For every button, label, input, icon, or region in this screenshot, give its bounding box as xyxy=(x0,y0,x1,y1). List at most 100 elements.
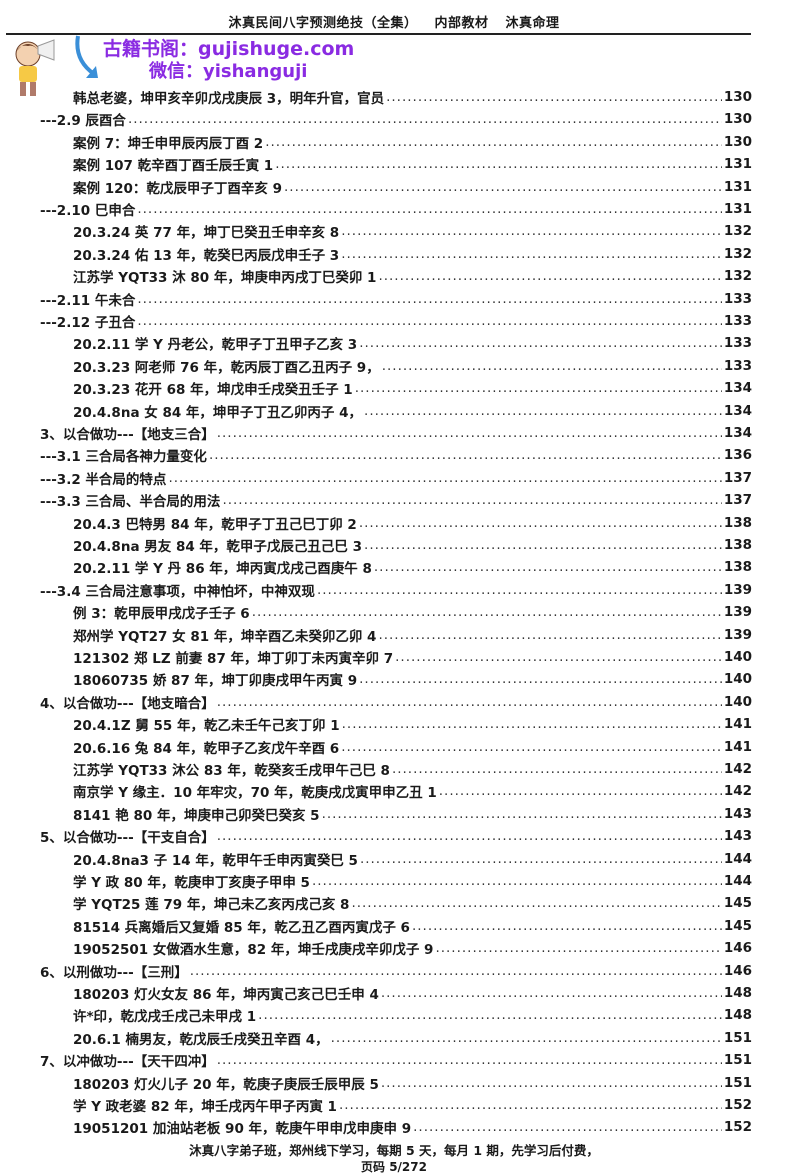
leader-dots xyxy=(312,873,722,889)
leader-dots xyxy=(322,806,722,822)
toc-entry[interactable]: 郑州学 YQT27 女 81 年，坤辛酉乙未癸卯乙卯 4 139 xyxy=(73,624,752,646)
leader-dots xyxy=(209,447,722,463)
toc-entry[interactable]: 20.3.24 英 77 年，坤丁巳癸丑壬申辛亥 8 132 xyxy=(73,220,752,242)
leader-dots xyxy=(341,246,722,262)
toc-entry[interactable]: 20.2.11 学 Y 丹 86 年，坤丙寅戊戌己酉庚午 8 138 xyxy=(73,556,752,578)
leader-dots xyxy=(190,963,722,979)
toc-entry[interactable]: 江苏学 YQT33 沐 80 年，坤庚申丙戌丁巳癸卯 1 132 xyxy=(73,265,752,287)
leader-dots xyxy=(284,179,722,195)
toc-entry[interactable]: 20.3.23 花开 68 年，坤戊申壬戌癸丑壬子 1 134 xyxy=(73,377,752,399)
toc-section-entry[interactable]: 3、以合做功---【地支三合】 134 xyxy=(40,422,752,444)
toc-entry-title: 20.4.1Z 舅 55 年，乾乙未壬午己亥丁卯 1 xyxy=(73,718,340,735)
toc-entry[interactable]: 20.2.11 学 Y 丹老公，乾甲子丁丑甲子乙亥 3 133 xyxy=(73,332,752,354)
toc-entry-title: 20.2.11 学 Y 丹老公，乾甲子丁丑甲子乙亥 3 xyxy=(73,337,358,354)
toc-section-entry[interactable]: ---3.2 半合局的特点 137 xyxy=(40,467,752,489)
toc-entry[interactable]: 81514 兵离婚后又复婚 85 年，乾乙丑乙酉丙寅戊子 6 145 xyxy=(73,915,752,937)
toc-section-entry[interactable]: ---3.4 三合局注意事项，中神怕坏，中神双现 139 xyxy=(40,579,752,601)
toc-entry[interactable]: 案例 120：乾戊辰甲子丁酉辛亥 9 131 xyxy=(73,176,752,198)
toc-entry[interactable]: 许*印，乾戊戌壬戌己未甲戌 1 148 xyxy=(73,1004,752,1026)
toc-entry-title: 案例 7：坤壬申甲辰丙辰丁酉 2 xyxy=(73,135,264,152)
leader-dots xyxy=(217,425,722,441)
toc-entry[interactable]: 20.4.3 巴特男 84 年，乾甲子丁丑己巳丁卯 2 138 xyxy=(73,512,752,534)
toc-entry-title: ---2.11 午未合 xyxy=(40,292,136,309)
toc-entry[interactable]: 案例 107 乾辛酉丁酉壬辰壬寅 1 131 xyxy=(73,153,752,175)
toc-entry[interactable]: 例 3：乾甲辰甲戌戊子壬子 6 139 xyxy=(73,601,752,623)
toc-entry-page: 131 xyxy=(723,178,752,195)
toc-entry[interactable]: 20.3.23 阿老师 76 年，乾丙辰丁酉乙丑丙子 9， 133 xyxy=(73,355,752,377)
toc-entry[interactable]: 20.4.1Z 舅 55 年，乾乙未壬午己亥丁卯 1 141 xyxy=(73,713,752,735)
toc-entry-title: 案例 107 乾辛酉丁酉壬辰壬寅 1 xyxy=(73,158,274,175)
toc-entry-title: 121302 郑 LZ 前妻 87 年，坤丁卯丁未丙寅辛卯 7 xyxy=(73,651,394,667)
toc-entry[interactable]: 18060735 娇 87 年，坤丁卯庚戌甲午丙寅 9 140 xyxy=(73,668,752,690)
toc-entry-title: 3、以合做功---【地支三合】 xyxy=(40,427,215,443)
toc-entry-page: 142 xyxy=(723,783,752,800)
toc-entry-title: 郑州学 YQT27 女 81 年，坤辛酉乙未癸卯乙卯 4 xyxy=(73,628,377,645)
toc-entry-page: 144 xyxy=(723,850,752,867)
leader-dots xyxy=(222,492,721,508)
toc-section-entry[interactable]: ---3.3 三合局、半合局的用法 137 xyxy=(40,489,752,511)
toc-section-entry[interactable]: 5、以合做功---【干支自合】 143 xyxy=(40,825,752,847)
leader-dots xyxy=(275,156,722,172)
toc-section-entry[interactable]: 7、以冲做功---【天干四冲】 151 xyxy=(40,1049,752,1071)
toc-entry-page: 152 xyxy=(723,1097,752,1113)
arrow-icon xyxy=(75,35,98,78)
toc-section-entry[interactable]: ---2.12 子丑合 133 xyxy=(40,310,752,332)
leader-dots xyxy=(395,649,722,665)
toc-entry[interactable]: 20.6.16 兔 84 年，乾甲子乙亥戊午辛酉 6 141 xyxy=(73,736,752,758)
toc-entry-page: 138 xyxy=(723,514,752,531)
toc-section-entry[interactable]: 4、以合做功---【地支暗合】 140 xyxy=(40,691,752,713)
toc-entry-title: 20.4.3 巴特男 84 年，乾甲子丁丑己巳丁卯 2 xyxy=(73,516,357,533)
toc-entry[interactable]: 20.6.1 楠男友，乾戊辰壬戌癸丑辛酉 4， 151 xyxy=(73,1027,752,1049)
toc-entry-title: 20.3.24 英 77 年，坤丁巳癸丑壬申辛亥 8 xyxy=(73,225,340,242)
toc-entry-title: 180203 灯火儿子 20 年，乾庚子庚辰壬辰甲辰 5 xyxy=(73,1076,379,1093)
toc-entry-title: 8141 艳 80 年，坤庚申己卯癸巳癸亥 5 xyxy=(73,807,320,824)
toc-entry-title: 20.4.8na 男友 84 年，乾甲子戊辰己丑己巳 3 xyxy=(73,539,363,555)
leader-dots xyxy=(359,335,722,351)
toc-entry[interactable]: 180203 灯火儿子 20 年，乾庚子庚辰壬辰甲辰 5 151 xyxy=(73,1072,752,1094)
toc-entry[interactable]: 8141 艳 80 年，坤庚申己卯癸巳癸亥 5 143 xyxy=(73,803,752,825)
toc-section-entry[interactable]: ---2.11 午未合 133 xyxy=(40,288,752,310)
toc-entry-title: 例 3：乾甲辰甲戌戊子壬子 6 xyxy=(73,606,250,623)
toc-entry-page: 140 xyxy=(723,693,752,710)
toc-entry-page: 139 xyxy=(723,604,752,621)
toc-entry-page: 141 xyxy=(723,738,752,755)
toc-entry[interactable]: 江苏学 YQT33 沐公 83 年，乾癸亥壬戌甲午己巳 8 142 xyxy=(73,758,752,780)
toc-entry-title: 6、以刑做功---【三刑】 xyxy=(40,964,188,981)
toc-entry[interactable]: 南京学 Y 缘主．10 年牢灾，70 年，乾庚戌戊寅甲申乙丑 1 142 xyxy=(73,780,752,802)
toc-section-entry[interactable]: 6、以刑做功---【三刑】 146 xyxy=(40,960,752,982)
toc-entry[interactable]: 20.4.8na 女 84 年，坤甲子丁丑乙卯丙子 4， 134 xyxy=(73,400,752,422)
toc-section-entry[interactable]: ---2.9 辰酉合 130 xyxy=(40,108,752,130)
toc-entry[interactable]: 学 Y 政 80 年，乾庚申丁亥庚子甲申 5 144 xyxy=(73,870,752,892)
toc-entry[interactable]: 19051201 加油站老板 90 年，乾庚午甲申戊申庚申 9 152 xyxy=(73,1116,752,1138)
document-title: 沐真民间八字预测绝技（全集） xyxy=(228,16,418,31)
toc-entry-page: 143 xyxy=(723,828,752,845)
leader-dots xyxy=(382,358,722,374)
leader-dots xyxy=(355,380,722,396)
toc-section-entry[interactable]: ---3.1 三合局各神力量变化 136 xyxy=(40,444,752,466)
toc-entry-page: 145 xyxy=(723,917,752,934)
toc-entry[interactable]: 180203 灯火女友 86 年，坤丙寅己亥己巳壬申 4 148 xyxy=(73,982,752,1004)
toc-entry[interactable]: 20.4.8na 男友 84 年，乾甲子戊辰己丑己巳 3 138 xyxy=(73,534,752,556)
toc-entry-page: 133 xyxy=(723,357,752,374)
toc-entry[interactable]: 学 YQT25 莲 79 年，坤己未乙亥丙戌己亥 8 145 xyxy=(73,892,752,914)
toc-entry-page: 141 xyxy=(723,716,752,733)
toc-entry[interactable]: 20.4.8na3 子 14 年，乾甲午壬申丙寅癸巳 5 144 xyxy=(73,848,752,870)
toc-entry[interactable]: 韩总老婆，坤甲亥辛卯戊戌庚辰 3，明年升官，官员 130 xyxy=(73,86,752,108)
toc-entry[interactable]: 案例 7：坤壬申甲辰丙辰丁酉 2 130 xyxy=(73,131,752,153)
leader-dots xyxy=(342,716,722,732)
toc-entry-title: 20.3.23 花开 68 年，坤戊申壬戌癸丑壬子 1 xyxy=(73,382,353,399)
toc-entry-page: 145 xyxy=(723,895,752,912)
toc-entry-title: ---2.10 巳申合 xyxy=(40,203,136,219)
toc-entry-page: 142 xyxy=(723,761,752,777)
toc-entry[interactable]: 121302 郑 LZ 前妻 87 年，坤丁卯丁未丙寅辛卯 7 140 xyxy=(73,646,752,668)
leader-dots xyxy=(360,851,722,867)
toc-section-entry[interactable]: ---2.10 巳申合 131 xyxy=(40,198,752,220)
leader-dots xyxy=(217,828,722,844)
leader-dots xyxy=(217,694,722,710)
toc-entry[interactable]: 20.3.24 佑 13 年，乾癸巳丙辰戊申壬子 3 132 xyxy=(73,243,752,265)
toc-entry[interactable]: 学 Y 政老婆 82 年，坤壬戌丙午甲子丙寅 1 152 xyxy=(73,1094,752,1116)
toc-entry[interactable]: 19052501 女做酒水生意，82 年，坤壬戌庚戌辛卯戊子 9 146 xyxy=(73,937,752,959)
toc-entry-page: 138 xyxy=(723,559,752,576)
watermark-site: 古籍书阁：gujishuge.com xyxy=(103,38,355,60)
toc-entry-title: 江苏学 YQT33 沐 80 年，坤庚申丙戌丁巳癸卯 1 xyxy=(73,270,377,287)
